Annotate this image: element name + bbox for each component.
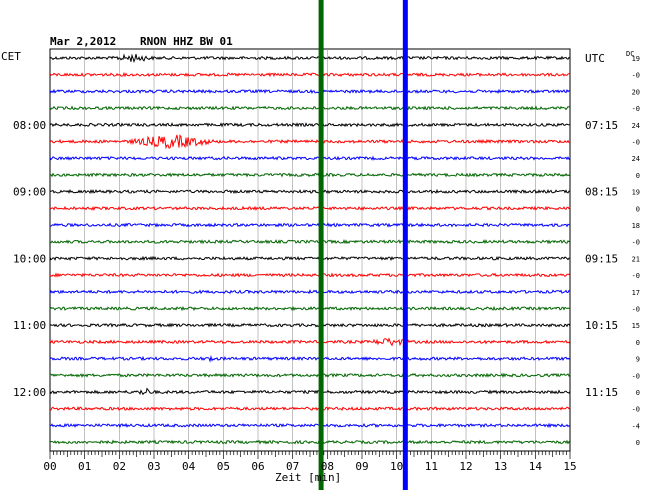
- station-label: RNON HHZ BW 01: [140, 35, 233, 48]
- seismic-trace: [49, 155, 571, 161]
- seismic-trace: [49, 255, 571, 262]
- vertical-event-marker: [402, 0, 408, 490]
- dc-offset-label: 0: [636, 389, 640, 397]
- seismic-trace: [49, 172, 571, 178]
- right-time-label: 07:15: [585, 119, 618, 132]
- x-tick-label: 15: [563, 460, 576, 473]
- dc-offset-label: 15: [632, 322, 640, 330]
- trace-group: [49, 53, 571, 445]
- dc-offset-label: 0: [636, 172, 640, 180]
- x-axis-label: Zeit [min]: [275, 471, 341, 484]
- seismic-trace: [50, 222, 571, 228]
- vertical-event-marker: [318, 0, 324, 490]
- dc-offset-label: 0: [636, 205, 640, 213]
- right-time-label: 10:15: [585, 319, 618, 332]
- right-time-label: 09:15: [585, 252, 618, 265]
- seismic-trace: [49, 205, 571, 212]
- dc-offset-label: 17: [632, 289, 640, 297]
- seismic-trace: [49, 406, 571, 412]
- dc-offset-label: 18: [632, 222, 640, 230]
- scale-label: DC: [626, 50, 634, 58]
- right-time-label: 11:15: [585, 386, 618, 399]
- dc-offset-label: -0: [632, 139, 640, 147]
- dc-offset-label: 24: [632, 122, 640, 130]
- seismic-trace: [49, 188, 571, 195]
- seismic-trace: [49, 88, 571, 95]
- dc-offset-label: -0: [632, 406, 640, 414]
- x-tick-label: 00: [43, 460, 56, 473]
- seismic-trace: [49, 105, 571, 111]
- seismic-trace: [49, 354, 571, 363]
- x-tick-label: 11: [425, 460, 438, 473]
- dc-offset-label: -4: [632, 422, 640, 430]
- dc-offset-label: 0: [636, 439, 640, 447]
- x-tick-label: 01: [78, 460, 91, 473]
- x-tick-label: 06: [251, 460, 264, 473]
- x-tick-label: 12: [459, 460, 472, 473]
- seismic-trace: [49, 71, 570, 78]
- left-time-label: 08:00: [13, 119, 46, 132]
- x-tick-label: 13: [494, 460, 507, 473]
- seismic-trace: [49, 372, 571, 379]
- left-time-label: 10:00: [13, 252, 46, 265]
- x-tick-label: 08: [321, 460, 334, 473]
- dc-offset-label: 19: [632, 189, 640, 197]
- seismic-trace: [49, 239, 571, 245]
- left-time-label: 12:00: [13, 386, 46, 399]
- dc-offset-label: -0: [632, 306, 640, 314]
- seismic-trace: [49, 337, 571, 347]
- dc-offset-label: 24: [632, 155, 640, 163]
- event-markers: [318, 0, 408, 490]
- dc-offset-label: -0: [632, 239, 640, 247]
- x-tick-label: 03: [147, 460, 160, 473]
- x-tick-label: 09: [355, 460, 368, 473]
- dc-offset-label: 9: [636, 356, 640, 364]
- grid: [49, 48, 571, 459]
- seismic-trace: [49, 439, 571, 445]
- axis-labels: 00 01 02 03 04 05 06 07 08 09 10 11 12 13 14 1519-020-0…: [13, 52, 640, 473]
- dc-offset-label: 20: [632, 88, 640, 96]
- dc-offset-label: 21: [632, 255, 640, 263]
- x-tick-label: 10: [390, 460, 403, 473]
- seismic-trace: [49, 53, 571, 64]
- left-time-label: 11:00: [13, 319, 46, 332]
- dc-offset-label: 0: [636, 339, 640, 347]
- x-tick-label: 04: [182, 460, 196, 473]
- x-tick-label: 07: [286, 460, 299, 473]
- dc-offset-label: 19: [632, 55, 640, 63]
- seismic-trace: [49, 422, 571, 429]
- dc-offset-label: -0: [632, 72, 640, 80]
- date-label: Mar 2,2012: [50, 35, 116, 48]
- right-time-label: 08:15: [585, 186, 618, 199]
- seismic-trace: [49, 305, 571, 312]
- x-tick-label: 02: [113, 460, 126, 473]
- left-time-label: 09:00: [13, 186, 46, 199]
- dc-offset-label: -0: [632, 372, 640, 380]
- dc-offset-label: -0: [632, 105, 640, 113]
- seismic-trace: [49, 134, 571, 150]
- seismic-trace: [49, 387, 571, 396]
- x-tick-label: 05: [217, 460, 230, 473]
- dc-offset-label: -0: [632, 272, 640, 280]
- seismic-trace: [49, 322, 571, 328]
- right-time-label: UTC: [585, 52, 605, 65]
- x-tick-label: 14: [529, 460, 543, 473]
- seismic-trace: [49, 289, 571, 295]
- left-zone-label: CET: [1, 50, 21, 63]
- seismic-trace: [49, 272, 571, 278]
- seismic-trace: [49, 122, 571, 128]
